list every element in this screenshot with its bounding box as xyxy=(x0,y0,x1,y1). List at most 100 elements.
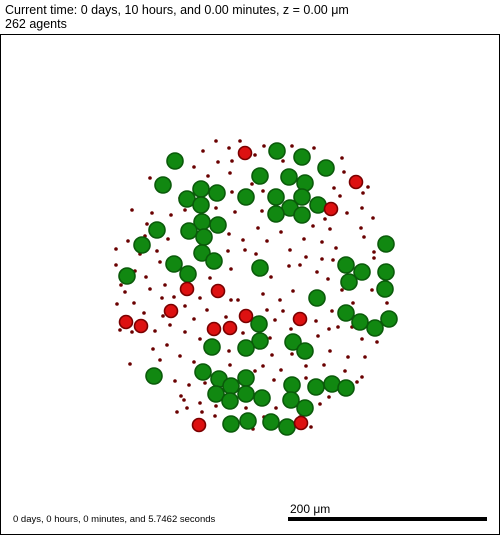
small-agent xyxy=(216,160,220,164)
green-agent xyxy=(376,280,394,298)
small-agent xyxy=(254,252,258,256)
small-agent xyxy=(201,149,205,153)
small-agent xyxy=(262,144,266,148)
green-agents-layer xyxy=(118,142,398,436)
small-agent xyxy=(148,176,152,180)
red-agent xyxy=(133,318,149,334)
green-agent xyxy=(237,369,255,387)
small-agent xyxy=(279,368,283,372)
small-agent xyxy=(238,139,242,143)
small-agent xyxy=(336,325,340,329)
green-agent xyxy=(251,259,269,277)
small-agent xyxy=(158,358,162,362)
small-agent xyxy=(261,292,265,296)
small-agent xyxy=(311,224,315,228)
green-agent xyxy=(337,379,355,397)
small-agent xyxy=(318,402,322,406)
small-agent xyxy=(227,232,231,236)
small-agent xyxy=(261,189,265,193)
green-agent xyxy=(268,142,286,160)
green-agent xyxy=(293,148,311,166)
green-agent xyxy=(351,313,369,331)
small-agent xyxy=(355,380,359,384)
green-agent xyxy=(293,188,311,206)
small-agent xyxy=(172,295,176,299)
small-agent xyxy=(132,301,136,305)
green-agent xyxy=(253,389,271,407)
small-agent xyxy=(314,319,318,323)
small-agent xyxy=(144,275,148,279)
plot-frame xyxy=(0,34,500,535)
green-agent xyxy=(166,152,184,170)
green-agent xyxy=(239,412,257,430)
green-agent xyxy=(337,256,355,274)
green-agent xyxy=(267,205,285,223)
small-agent xyxy=(328,227,332,231)
green-agent xyxy=(148,221,166,239)
green-agent xyxy=(209,216,227,234)
small-agent xyxy=(278,298,282,302)
small-agent xyxy=(315,270,319,274)
small-agent xyxy=(178,354,182,358)
green-agent xyxy=(337,304,355,322)
small-agent xyxy=(145,222,149,226)
green-agent xyxy=(296,342,314,360)
small-agent xyxy=(302,237,306,241)
small-agent xyxy=(163,283,167,287)
small-agent xyxy=(361,191,365,195)
small-agent xyxy=(161,314,165,318)
green-agent xyxy=(222,415,240,433)
small-agent xyxy=(287,264,291,268)
green-agent xyxy=(280,168,298,186)
small-agent xyxy=(253,153,257,157)
small-agent xyxy=(241,331,245,335)
small-agent xyxy=(198,296,202,300)
small-agent xyxy=(372,256,376,260)
small-agent xyxy=(320,257,324,261)
small-agent xyxy=(158,260,162,264)
small-agent xyxy=(316,334,320,338)
small-agent xyxy=(126,239,130,243)
green-agent xyxy=(193,244,211,262)
small-agent xyxy=(168,323,172,327)
small-agent xyxy=(150,211,154,215)
small-agent xyxy=(272,378,276,382)
small-agent xyxy=(328,349,332,353)
small-agent xyxy=(332,186,336,190)
small-agent xyxy=(291,289,295,293)
red-agent xyxy=(118,314,134,330)
green-agent xyxy=(309,196,327,214)
red-agent xyxy=(191,417,207,433)
green-agent xyxy=(194,363,212,381)
small-agent xyxy=(290,144,294,148)
red-agent xyxy=(348,174,364,190)
small-agent xyxy=(230,190,234,194)
small-agent xyxy=(148,287,152,291)
small-agent xyxy=(200,410,204,414)
green-agent xyxy=(154,176,172,194)
small-agent xyxy=(322,363,326,367)
small-agent xyxy=(304,364,308,368)
small-agent xyxy=(192,317,196,321)
small-agent xyxy=(279,230,283,234)
small-agent xyxy=(114,247,118,251)
small-agent xyxy=(236,298,240,302)
green-agent xyxy=(377,263,395,281)
agent-count-label: 262 agents xyxy=(5,17,67,31)
green-agent xyxy=(192,196,210,214)
red-agent xyxy=(179,281,195,297)
small-agent xyxy=(366,185,370,189)
green-agent xyxy=(192,180,210,198)
small-agent xyxy=(370,288,374,292)
small-agent xyxy=(340,156,344,160)
small-agent xyxy=(342,170,346,174)
small-agent xyxy=(338,194,342,198)
small-agent xyxy=(130,208,134,212)
green-agent xyxy=(293,206,311,224)
green-agent xyxy=(380,310,398,328)
small-agent xyxy=(166,237,170,241)
small-agent xyxy=(185,406,189,410)
small-agent xyxy=(192,165,196,169)
